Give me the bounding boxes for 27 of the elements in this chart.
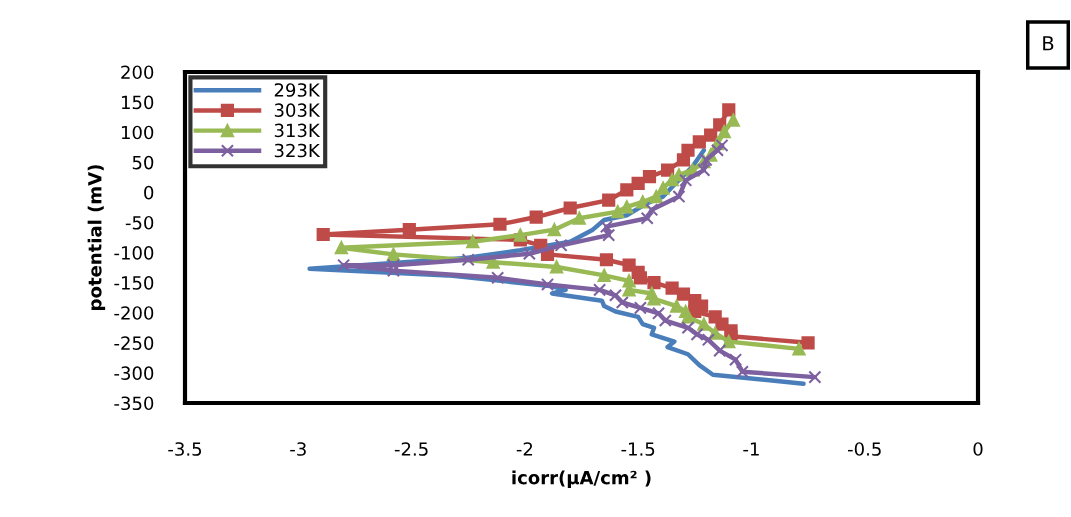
y-tick-label: -150 xyxy=(114,276,154,290)
legend-label: 293K xyxy=(274,83,321,97)
y-tick-label: -200 xyxy=(114,306,154,320)
y-tick-label: -100 xyxy=(114,246,154,260)
y-tick-label: 0 xyxy=(144,185,154,200)
y-tick-label: 100 xyxy=(121,125,154,140)
y-tick-label: 200 xyxy=(121,65,154,80)
y-tick-label: -300 xyxy=(114,366,154,381)
legend-label: 323K xyxy=(274,143,321,158)
legend-label: 303K xyxy=(274,103,321,117)
x-tick-label: -3 xyxy=(290,442,306,456)
y-tick-label: -250 xyxy=(114,336,154,350)
x-tick-label: -2.5 xyxy=(394,442,428,456)
x-tick-label: -1.5 xyxy=(621,442,655,456)
x-tick-label: -2 xyxy=(516,442,533,456)
x-tick-label: 0 xyxy=(973,442,983,456)
y-tick-label: -350 xyxy=(114,396,154,411)
y-tick-label: -50 xyxy=(125,215,154,230)
x-tick-label: -1 xyxy=(743,442,759,456)
text: B xyxy=(1043,36,1054,51)
legend-label: 313K xyxy=(274,123,321,138)
x-tick-label: -0.5 xyxy=(847,442,881,456)
y-tick-label: 50 xyxy=(132,155,154,170)
x-tick-label: -3.5 xyxy=(168,442,202,456)
y-tick-label: 150 xyxy=(121,95,154,110)
y-axis-title: potential (mV) xyxy=(87,165,106,310)
x-axis-title: icorr(µA/cm² ) xyxy=(512,470,651,488)
